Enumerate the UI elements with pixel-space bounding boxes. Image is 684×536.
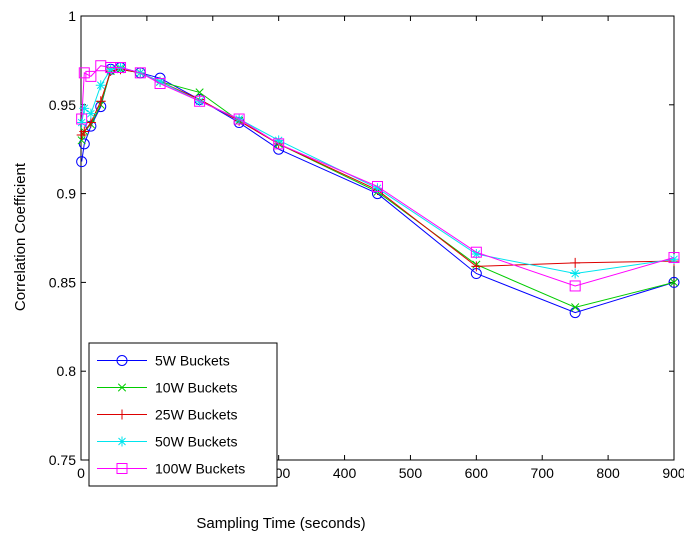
star-marker bbox=[273, 135, 284, 146]
star-marker bbox=[471, 248, 482, 259]
x-tick-label: 400 bbox=[333, 465, 357, 481]
square-marker bbox=[85, 70, 97, 82]
plus-marker bbox=[79, 126, 90, 137]
legend-label: 5W Buckets bbox=[155, 353, 230, 369]
y-tick-label: 0.8 bbox=[57, 363, 77, 379]
y-tick-label: 0.85 bbox=[49, 274, 76, 290]
y-tick-label: 0.95 bbox=[49, 97, 76, 113]
star-marker bbox=[105, 64, 116, 75]
legend-label: 100W Buckets bbox=[155, 461, 245, 477]
series-lines bbox=[76, 60, 680, 319]
square-marker bbox=[470, 246, 482, 258]
plus-marker bbox=[117, 409, 127, 420]
y-axis-label: Correlation Coefficient bbox=[12, 162, 29, 311]
circle-marker bbox=[668, 276, 680, 288]
x-marker bbox=[77, 136, 86, 145]
star-marker bbox=[669, 254, 679, 265]
plus-marker bbox=[95, 96, 106, 107]
legend-entry: 100W Buckets bbox=[97, 461, 245, 477]
y-tick-label: 0.75 bbox=[49, 452, 76, 468]
legend-label: 50W Buckets bbox=[155, 434, 237, 450]
legend-label: 25W Buckets bbox=[155, 407, 237, 423]
x-tick-label: 600 bbox=[465, 465, 489, 481]
legend-entry: 10W Buckets bbox=[97, 380, 237, 396]
square-marker bbox=[569, 280, 581, 292]
x-marker bbox=[571, 303, 580, 312]
square-marker bbox=[134, 67, 146, 79]
star-marker bbox=[85, 108, 96, 119]
square-marker bbox=[273, 138, 285, 150]
legend-entry: 5W Buckets bbox=[97, 353, 230, 369]
x-tick-label: 0 bbox=[77, 465, 85, 481]
circle-marker bbox=[116, 355, 128, 366]
plus-marker bbox=[570, 257, 581, 268]
square-marker bbox=[76, 113, 88, 125]
circle-marker bbox=[78, 138, 90, 150]
square-marker bbox=[78, 67, 90, 79]
star-marker bbox=[79, 103, 90, 114]
legend: 5W Buckets 10W Buckets 25W Buckets 50W Buck… bbox=[88, 342, 278, 487]
square-marker bbox=[233, 113, 245, 125]
square-marker bbox=[154, 77, 166, 89]
star-marker bbox=[95, 80, 106, 91]
series-4 bbox=[76, 60, 680, 292]
plus-marker bbox=[471, 261, 482, 272]
square-marker bbox=[116, 463, 128, 474]
circle-marker bbox=[76, 156, 88, 168]
x-marker bbox=[195, 88, 204, 97]
series-line bbox=[81, 65, 675, 287]
x-tick-label: 700 bbox=[531, 465, 555, 481]
legend-entry: 50W Buckets bbox=[97, 434, 237, 450]
y-tick-label: 1 bbox=[68, 8, 76, 24]
star-marker bbox=[372, 183, 383, 194]
x-tick-label: 900 bbox=[662, 465, 684, 481]
x-tick-label: 500 bbox=[399, 465, 423, 481]
star-marker bbox=[117, 436, 127, 447]
star-marker bbox=[76, 117, 87, 128]
x-marker bbox=[117, 383, 127, 392]
y-tick-label: 0.9 bbox=[57, 186, 77, 202]
square-marker bbox=[194, 95, 206, 107]
x-axis-label: Sampling Time (seconds) bbox=[196, 515, 365, 532]
x-marker bbox=[669, 278, 679, 287]
square-marker bbox=[668, 252, 680, 264]
plus-marker bbox=[85, 117, 96, 128]
star-marker bbox=[155, 76, 166, 87]
square-marker bbox=[372, 180, 383, 192]
legend-label: 10W Buckets bbox=[155, 380, 237, 396]
legend-entry: 25W Buckets bbox=[97, 407, 237, 423]
x-tick-label: 800 bbox=[596, 465, 620, 481]
square-marker bbox=[115, 62, 127, 74]
star-marker bbox=[570, 268, 581, 279]
